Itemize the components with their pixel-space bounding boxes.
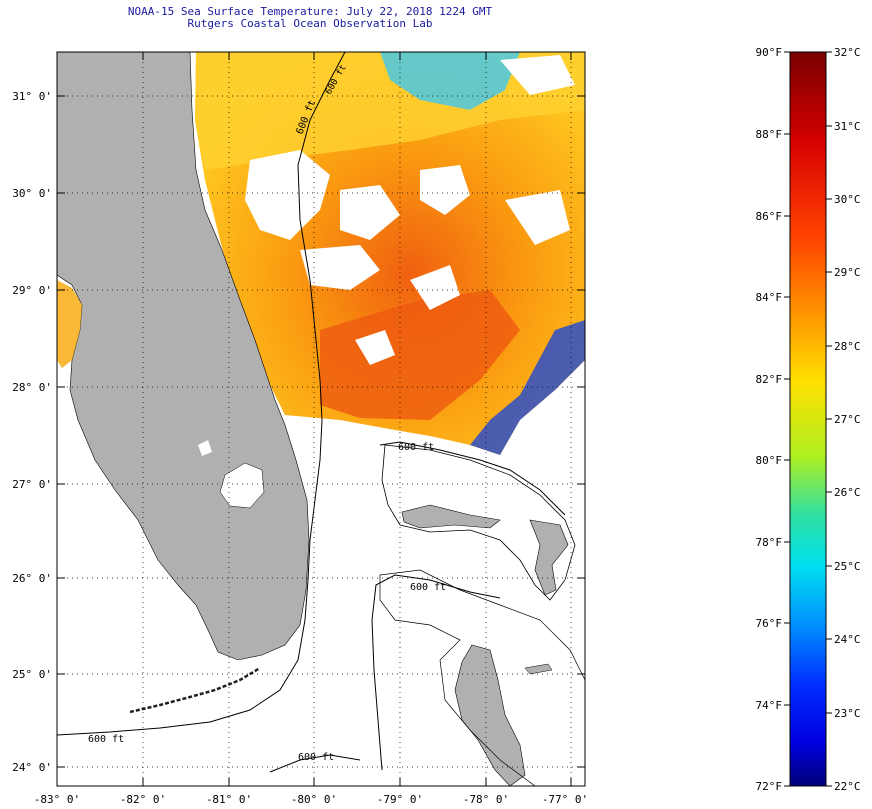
andros-island (454, 644, 526, 786)
colorbar-f-ticks (784, 51, 790, 787)
c-label: 31°C (834, 120, 861, 133)
lon-label: -78° 0' (463, 793, 509, 806)
c-label: 32°C (834, 46, 861, 59)
latitude-labels: 31° 0' 30° 0' 29° 0' 28° 0' 27° 0' 26° 0… (12, 90, 52, 774)
sst-warm-core (320, 290, 520, 420)
c-label: 27°C (834, 413, 861, 426)
colorbar: 90°F 88°F 86°F 84°F 82°F 80°F 78°F 76°F … (756, 46, 861, 793)
isobath-label: 600 ft (298, 752, 334, 763)
c-label: 29°C (834, 266, 861, 279)
lat-label: 28° 0' (12, 381, 52, 394)
lake-okeechobee (219, 462, 265, 509)
isobath-600ft-florida (57, 52, 346, 736)
c-label: 26°C (834, 486, 861, 499)
florida-landmass (57, 52, 310, 661)
small-lake (198, 440, 212, 456)
colorbar-c-ticks (826, 51, 832, 787)
isobath-label: 600 ft (88, 734, 124, 745)
isobath-600ft-bahamas-south (371, 574, 501, 771)
bahama-islet (524, 663, 553, 675)
colorbar-celsius-labels: 32°C 31°C 30°C 29°C 28°C 27°C 26°C 25°C … (834, 46, 861, 793)
gulf-sst-strip (57, 280, 82, 368)
longitude-labels: -83° 0' -82° 0' -81° 0' -80° 0' -79° 0' … (34, 793, 588, 806)
abaco-island (529, 519, 569, 596)
lon-label: -83° 0' (34, 793, 80, 806)
f-label: 84°F (756, 291, 783, 304)
f-label: 82°F (756, 373, 783, 386)
f-label: 76°F (756, 617, 783, 630)
c-label: 28°C (834, 340, 861, 353)
little-bahama-bank (381, 444, 576, 601)
great-bahama-bank (379, 569, 585, 786)
f-label: 88°F (756, 128, 783, 141)
c-label: 30°C (834, 193, 861, 206)
f-label: 78°F (756, 536, 783, 549)
lon-label: -79° 0' (377, 793, 423, 806)
sst-cool-edge (470, 320, 585, 455)
isobath-label: 600 ft (398, 442, 434, 453)
lat-label: 31° 0' (12, 90, 52, 103)
f-label: 72°F (756, 780, 783, 793)
lat-label: 27° 0' (12, 478, 52, 491)
colorbar-fahrenheit-labels: 90°F 88°F 86°F 84°F 82°F 80°F 78°F 76°F … (756, 46, 783, 793)
c-label: 24°C (834, 633, 861, 646)
c-label: 25°C (834, 560, 861, 573)
f-label: 90°F (756, 46, 783, 59)
colorbar-gradient (789, 51, 827, 787)
f-label: 74°F (756, 699, 783, 712)
lon-label: -77° 0' (542, 793, 588, 806)
axis-ticks (57, 52, 585, 786)
graticule (57, 52, 585, 786)
isobath-label: 600 ft (410, 582, 446, 593)
lat-label: 25° 0' (12, 668, 52, 681)
sst-cool-patch (380, 52, 520, 110)
f-label: 80°F (756, 454, 783, 467)
cloud-gaps (245, 55, 575, 365)
map-frame (56, 51, 586, 787)
lat-label: 26° 0' (12, 572, 52, 585)
lat-label: 24° 0' (12, 761, 52, 774)
lat-label: 29° 0' (12, 284, 52, 297)
grand-bahama-island (401, 504, 501, 529)
isobath-600ft-bottom (269, 754, 361, 773)
f-label: 86°F (756, 210, 783, 223)
lon-label: -81° 0' (206, 793, 252, 806)
c-label: 22°C (834, 780, 861, 793)
c-label: 23°C (834, 707, 861, 720)
florida-keys (129, 666, 261, 714)
lon-label: -82° 0' (120, 793, 166, 806)
lat-label: 30° 0' (12, 187, 52, 200)
map-panel: 600 ft 600 ft 600 ft 600 ft 600 ft 600 f… (57, 52, 585, 786)
map-subtitle: Rutgers Coastal Ocean Observation Lab (187, 17, 433, 30)
map-title: NOAA-15 Sea Surface Temperature: July 22… (127, 5, 493, 18)
lon-label: -80° 0' (291, 793, 337, 806)
